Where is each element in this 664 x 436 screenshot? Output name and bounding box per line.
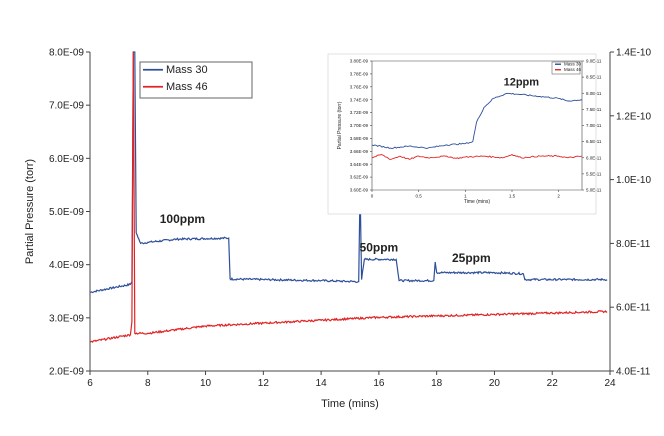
inset-y-right-tick-label: 5.5E-11 (586, 171, 602, 176)
inset-y-right-tick-label: 8.5E-11 (586, 75, 602, 80)
main-legend-label: Mass 46 (166, 81, 208, 93)
inset-y-left-tick-label: 3.74E-09 (350, 97, 369, 102)
main-x-tick-label: 12 (258, 378, 270, 389)
inset-annotation-label: 12ppm (504, 77, 540, 89)
main-y-left-tick-label: 8.0E-09 (49, 48, 84, 59)
inset-y-left-tick-label: 3.60E-09 (350, 188, 369, 193)
inset-y-left-tick-label: 3.62E-09 (350, 175, 369, 180)
main-annotation-label: 25ppm (452, 251, 491, 265)
inset-x-tick-label: 0.5 (416, 194, 423, 199)
inset-y-left-tick-label: 3.64E-09 (350, 162, 369, 167)
main-y-left-tick-label: 7.0E-09 (49, 101, 84, 112)
main-x-tick-label: 18 (431, 378, 443, 389)
inset-y-right-tick-label: 5.0E-11 (586, 188, 602, 193)
inset-y-left-tick-label: 3.68E-09 (350, 136, 369, 141)
main-x-tick-label: 8 (145, 378, 151, 389)
main-y-right-tick-label: 1.0E-10 (616, 175, 651, 186)
main-legend-box (139, 61, 253, 99)
inset-y-right-tick-label: 7.5E-11 (586, 107, 602, 112)
main-x-tick-label: 20 (489, 378, 501, 389)
inset-y-left-tick-label: 3.66E-09 (350, 149, 369, 154)
inset-y-right-tick-label: 6.5E-11 (586, 139, 602, 144)
main-x-tick-label: 10 (200, 378, 212, 389)
main-y-left-tick-label: 5.0E-09 (49, 207, 84, 218)
main-y-right-tick-label: 1.2E-10 (616, 111, 651, 122)
main-x-tick-label: 24 (604, 378, 616, 389)
main-y-axis-title: Partial Pressure (torr) (24, 159, 36, 264)
main-y-right-tick-label: 1.4E-10 (616, 48, 651, 59)
inset-y-left-tick-label: 3.76E-09 (350, 84, 369, 89)
inset-y-left-tick-label: 3.80E-09 (350, 59, 369, 64)
inset-background (327, 53, 597, 215)
main-x-axis-title: Time (mins) (321, 398, 379, 410)
inset-x-tick-label: 1 (464, 194, 467, 199)
main-y-left-tick-label: 4.0E-09 (49, 260, 84, 271)
inset-y-right-tick-label: 8.0E-11 (586, 91, 602, 96)
main-y-left-tick-label: 2.0E-09 (49, 367, 84, 378)
inset-x-axis-title: Time (mins) (464, 199, 491, 205)
main-y-left-tick-label: 3.0E-09 (49, 313, 84, 324)
main-y-left-tick-label: 6.0E-09 (49, 154, 84, 165)
main-x-tick-label: 6 (87, 378, 93, 389)
main-y-right-tick-label: 4.0E-11 (616, 367, 651, 378)
main-annotation-label: 100ppm (160, 212, 205, 226)
inset-x-tick-label: 0 (371, 194, 374, 199)
main-y-right-tick-label: 8.0E-11 (616, 239, 651, 250)
inset-y-left-tick-label: 3.72E-09 (350, 110, 369, 115)
main-legend-label: Mass 30 (166, 64, 208, 76)
inset-legend-label: Mass 46 (564, 67, 582, 72)
main-annotation-label: 50ppm (360, 240, 399, 254)
inset-y-right-tick-label: 7.0E-11 (586, 123, 602, 128)
main-x-tick-label: 16 (373, 378, 385, 389)
inset-legend-box (551, 61, 581, 75)
inset-series-mass-46 (371, 153, 583, 160)
inset-y-right-tick-label: 9.0E-11 (586, 59, 602, 64)
inset-y-right-tick-label: 6.0E-11 (586, 155, 602, 160)
inset-x-tick-label: 2 (557, 194, 560, 199)
main-x-tick-label: 14 (316, 378, 328, 389)
inset-y-left-tick-label: 3.70E-09 (350, 123, 369, 128)
inset-x-tick-label: 1.5 (509, 194, 516, 199)
main-x-tick-label: 22 (547, 378, 559, 389)
inset-y-left-tick-label: 3.78E-09 (350, 71, 369, 76)
inset-y-axis-title: Partial Pressure (torr) (337, 101, 343, 149)
main-y-right-tick-label: 6.0E-11 (616, 303, 651, 314)
inset-series-mass-30 (371, 92, 583, 149)
main-series-mass-46 (89, 51, 608, 343)
main-series-mass-30 (89, 51, 608, 294)
inset-legend-label: Mass 30 (564, 62, 582, 67)
